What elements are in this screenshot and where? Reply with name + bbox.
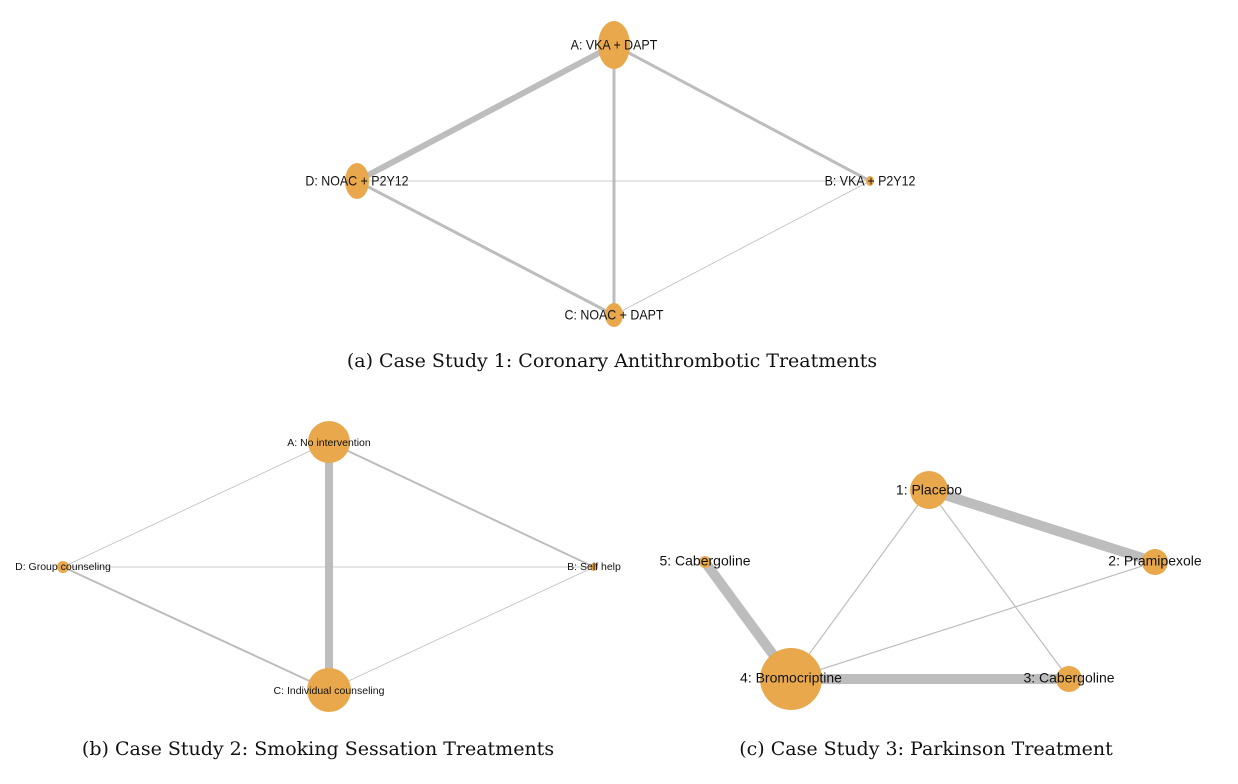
node-C	[605, 303, 623, 327]
caption-c: (c) Case Study 3: Parkinson Treatment	[739, 738, 1113, 760]
node-D	[345, 163, 369, 199]
node-A	[308, 421, 350, 463]
caption-a: (a) Case Study 1: Coronary Antithromboti…	[347, 350, 877, 372]
panel-a-network: A: VKA + DAPT B: VKA + P2Y12 C: NOAC + DAP…	[305, 21, 915, 327]
edge-C-B	[328, 566, 595, 691]
node-label-4: 4: Bromocriptine	[740, 670, 842, 686]
node-label-D: D: NOAC + P2Y12	[305, 173, 408, 189]
edge-A-B	[612, 43, 872, 183]
edge-1-2	[924, 485, 1160, 567]
edge-D-C	[62, 566, 330, 691]
panel-b-network: A: No intervention B: Self help C: Individ…	[15, 421, 621, 712]
edge-A-B	[328, 441, 595, 568]
edge-1-4	[790, 489, 930, 680]
node-label-B: B: Self help	[567, 561, 621, 573]
node-D	[57, 561, 69, 573]
node-label-B: B: VKA + P2Y12	[825, 173, 916, 189]
edge-C-B	[613, 180, 871, 316]
node-label-A: A: VKA + DAPT	[571, 37, 658, 53]
node-label-C: C: Individual counseling	[274, 685, 385, 697]
node-label-5: 5: Cabergoline	[659, 553, 750, 569]
node-A	[598, 21, 630, 69]
node-4	[760, 648, 822, 710]
edge-A-D	[354, 42, 617, 184]
node-C	[307, 668, 351, 712]
caption-b: (b) Case Study 2: Smoking Sessation Trea…	[82, 738, 554, 760]
node-B	[866, 176, 874, 186]
edge-A-D	[62, 441, 330, 568]
node-label-C: C: NOAC + DAPT	[564, 307, 663, 323]
edge-D-C	[355, 179, 616, 317]
edge-1-3	[928, 489, 1070, 680]
edge-4-2	[790, 561, 1156, 680]
node-1	[910, 471, 948, 509]
node-5	[699, 556, 711, 568]
node-label-2: 2: Pramipexole	[1108, 553, 1202, 569]
node-label-D: D: Group counseling	[15, 561, 111, 573]
node-label-A: A: No intervention	[287, 437, 371, 449]
node-3	[1056, 666, 1082, 692]
panel-c-network: 1: Placebo 2: Pramipexole 3: Cabergoline 4:…	[659, 471, 1202, 710]
node-B	[590, 563, 598, 571]
node-label-3: 3: Cabergoline	[1023, 670, 1114, 686]
node-label-1: 1: Placebo	[896, 482, 962, 498]
node-2	[1142, 549, 1168, 575]
